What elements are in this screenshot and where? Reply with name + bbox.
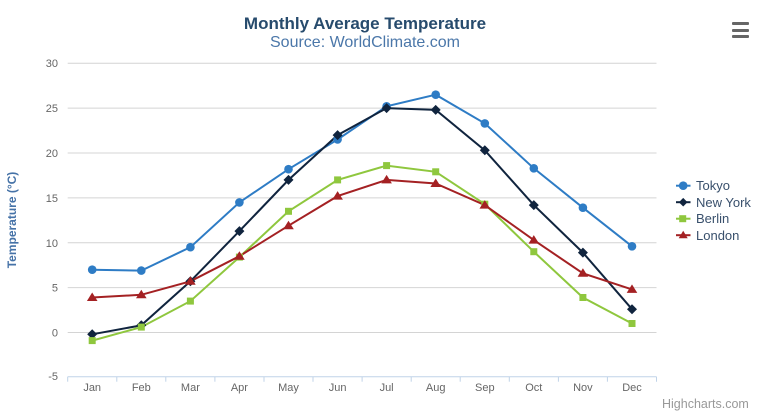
svg-text:30: 30 bbox=[46, 58, 58, 70]
svg-text:Jan: Jan bbox=[83, 382, 101, 394]
svg-text:Dec: Dec bbox=[622, 382, 642, 394]
svg-text:Jun: Jun bbox=[329, 382, 347, 394]
svg-text:Apr: Apr bbox=[231, 382, 248, 394]
svg-text:Oct: Oct bbox=[525, 382, 542, 394]
svg-text:Sep: Sep bbox=[475, 382, 495, 394]
svg-text:0: 0 bbox=[52, 328, 58, 340]
svg-text:25: 25 bbox=[46, 103, 58, 115]
svg-text:May: May bbox=[278, 382, 299, 394]
svg-text:Aug: Aug bbox=[426, 382, 446, 394]
svg-text:Mar: Mar bbox=[181, 382, 200, 394]
svg-text:5: 5 bbox=[52, 283, 58, 295]
svg-text:20: 20 bbox=[46, 148, 58, 160]
svg-text:-5: -5 bbox=[48, 371, 58, 383]
svg-text:15: 15 bbox=[46, 193, 58, 205]
svg-text:Temperature (°C): Temperature (°C) bbox=[5, 172, 19, 269]
svg-text:Nov: Nov bbox=[573, 382, 593, 394]
svg-text:10: 10 bbox=[46, 238, 58, 250]
svg-text:Jul: Jul bbox=[380, 382, 394, 394]
svg-text:Feb: Feb bbox=[132, 382, 151, 394]
